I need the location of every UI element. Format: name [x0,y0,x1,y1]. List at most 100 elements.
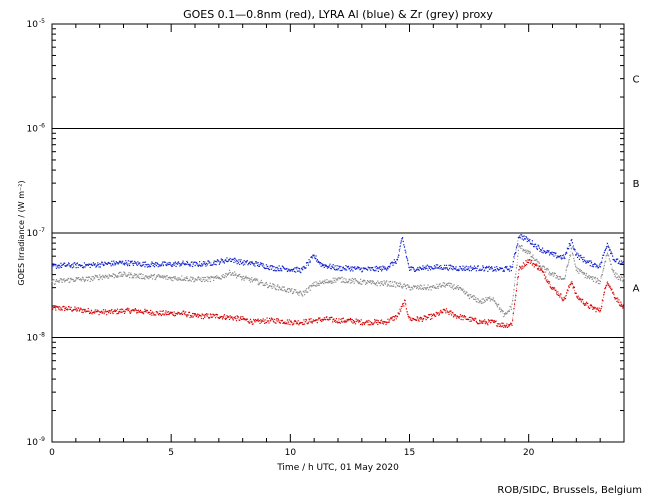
data-point [535,246,537,248]
data-point [151,311,154,313]
data-point [389,317,392,319]
data-point [619,278,621,280]
data-point [330,316,332,318]
data-point [203,277,205,279]
data-point [588,260,590,262]
data-point [577,268,579,270]
data-point [186,316,188,318]
data-point [617,262,619,265]
data-point [55,263,57,266]
data-point [172,264,174,266]
data-point [80,280,82,282]
data-point [81,264,83,266]
data-point [387,283,389,286]
data-point [401,237,404,239]
data-point [421,285,423,287]
data-point [326,265,328,268]
data-point [304,267,306,269]
data-point [61,264,63,266]
data-point [505,326,507,328]
data-point [191,276,193,279]
data-point [162,310,164,312]
data-point [445,264,448,266]
data-point [466,268,468,270]
data-point [353,267,355,269]
data-point [524,238,526,240]
data-point [548,254,551,256]
data-point [59,280,61,282]
data-point [620,303,623,305]
data-point [498,325,500,328]
data-point [309,285,311,287]
data-point [448,264,450,266]
data-point [274,318,276,321]
data-point [406,284,408,286]
data-point [505,267,507,269]
data-point [69,308,72,311]
data-point [149,266,151,268]
data-point [52,282,54,284]
data-point [568,285,570,287]
data-point [395,318,397,320]
data-point [238,274,240,276]
data-point [381,281,383,283]
data-point [586,302,588,305]
data-point [62,306,64,308]
data-point [398,254,400,256]
data-point [477,298,479,300]
data-point [460,268,462,270]
data-point [273,321,275,323]
data-point [178,312,180,314]
data-point [355,268,357,270]
data-point [300,293,303,295]
data-point [566,247,568,249]
data-point [85,310,87,312]
data-point [506,311,509,313]
data-point [492,320,494,322]
data-point [365,268,367,270]
data-point [59,309,61,311]
data-point [284,289,286,291]
data-point [465,291,467,293]
data-point [143,261,145,263]
data-point [134,274,136,276]
data-point [533,246,535,248]
data-point [353,321,355,324]
data-point [511,303,513,305]
data-point [357,319,359,321]
data-point [356,281,359,283]
data-point [554,272,556,275]
data-point [246,260,248,262]
data-point [286,288,289,291]
data-point [439,268,441,270]
data-point [467,294,469,296]
data-point [325,281,327,283]
data-point [232,272,234,274]
data-point [488,265,490,267]
data-point [285,323,287,325]
data-point [445,267,447,269]
data-point [284,323,286,325]
data-point [370,283,373,285]
data-point [120,260,122,262]
data-point [403,246,406,248]
data-point [123,272,126,274]
data-point [608,258,610,260]
data-point [255,279,257,281]
data-point [587,276,589,278]
data-point [341,317,343,320]
data-point [130,261,132,264]
data-point [433,285,435,287]
data-point [270,265,272,267]
data-point [470,270,472,272]
data-point [159,276,161,279]
data-point [411,319,413,321]
data-point [578,258,581,260]
data-point [293,291,295,293]
data-point [532,254,534,256]
data-point [109,312,112,314]
data-point [489,296,491,298]
data-point [67,264,69,266]
data-point [313,254,315,256]
data-point [84,308,86,311]
